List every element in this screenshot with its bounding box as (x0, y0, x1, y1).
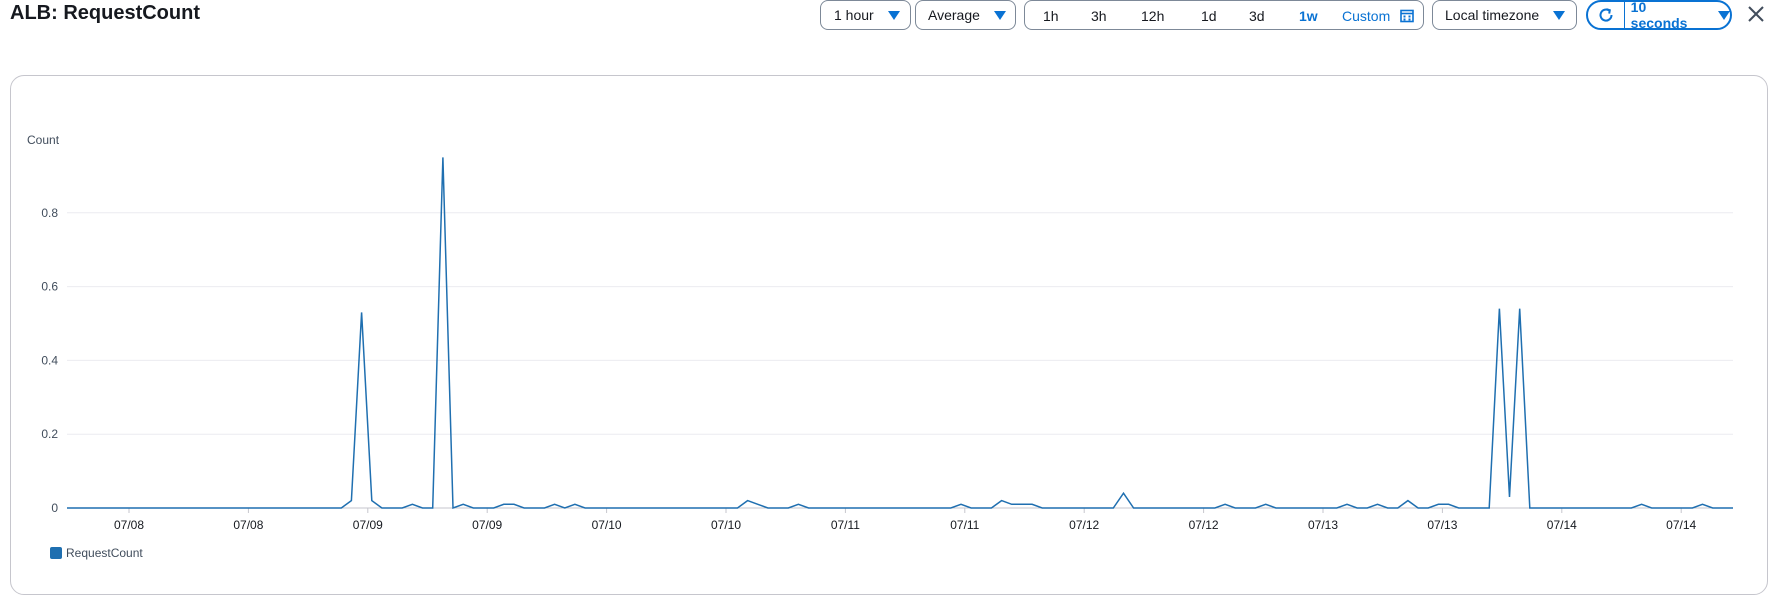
refresh-icon (1599, 8, 1613, 22)
x-tick-label: 07/11 (950, 518, 979, 532)
x-tick-label: 07/08 (233, 518, 263, 532)
caret-down-icon (1553, 10, 1566, 20)
y-tick-label: 0.4 (41, 353, 58, 367)
x-tick-label: 07/14 (1666, 518, 1696, 532)
y-tick-label: 0.2 (41, 427, 58, 441)
close-icon[interactable] (1746, 4, 1766, 24)
x-tick-label: 07/10 (592, 518, 622, 532)
range-1h[interactable]: 1h (1043, 8, 1059, 24)
caret-down-icon (887, 10, 900, 20)
x-tick-label: 07/09 (353, 518, 383, 532)
period-value: 1 hour (834, 7, 874, 23)
refresh-control: 10 seconds (1586, 0, 1732, 31)
line-chart: Count 0 0.2 0.4 0.6 0.8 07/08 07/08 07/09 07/09… (27, 133, 1733, 560)
x-tick-label: 07/13 (1427, 518, 1457, 532)
timezone-value: Local timezone (1445, 7, 1540, 23)
page-title: ALB: RequestCount (10, 2, 200, 24)
chart-panel: Count 0 0.2 0.4 0.6 0.8 07/08 07/08 07/09 07/09… (10, 75, 1768, 595)
custom-label: Custom (1342, 8, 1391, 24)
y-tick-label: 0.6 (41, 280, 58, 294)
range-3h[interactable]: 3h (1091, 8, 1107, 24)
timezone-dropdown[interactable]: Local timezone (1432, 0, 1577, 30)
x-tick-label: 07/08 (114, 518, 144, 532)
custom-range-button[interactable]: Custom (1342, 8, 1414, 24)
refresh-interval-value: 10 seconds (1630, 0, 1688, 31)
range-12h[interactable]: 12h (1141, 8, 1165, 24)
y-tick-label: 0.8 (41, 206, 58, 220)
y-tick-label: 0 (51, 501, 58, 515)
x-tick-label: 07/10 (711, 518, 741, 532)
x-tick-label: 07/09 (472, 518, 502, 532)
x-tick-label: 07/11 (831, 518, 860, 532)
statistic-dropdown[interactable]: Average (915, 0, 1016, 30)
calendar-icon (1400, 9, 1414, 23)
range-1d[interactable]: 1d (1201, 8, 1217, 24)
legend-label: RequestCount (66, 546, 143, 560)
time-range-selector: 1h 3h 12h 1d 3d 1w Custom (1024, 0, 1424, 30)
range-3d[interactable]: 3d (1249, 8, 1265, 24)
x-tick-label: 07/14 (1547, 518, 1577, 532)
x-tick-label: 07/12 (1069, 518, 1099, 532)
range-1w[interactable]: 1w (1299, 8, 1318, 24)
x-tick-label: 07/12 (1189, 518, 1219, 532)
statistic-value: Average (928, 7, 980, 23)
refresh-interval-dropdown[interactable]: 10 seconds (1625, 0, 1730, 31)
legend: RequestCount (50, 546, 143, 560)
y-axis-label: Count (27, 133, 60, 147)
refresh-button[interactable] (1588, 2, 1625, 28)
x-tick-label: 07/13 (1308, 518, 1338, 532)
series-line-requestcount (67, 157, 1733, 510)
legend-swatch (50, 547, 62, 559)
period-dropdown[interactable]: 1 hour (820, 0, 911, 30)
caret-down-icon (1718, 10, 1730, 20)
caret-down-icon (993, 10, 1006, 20)
